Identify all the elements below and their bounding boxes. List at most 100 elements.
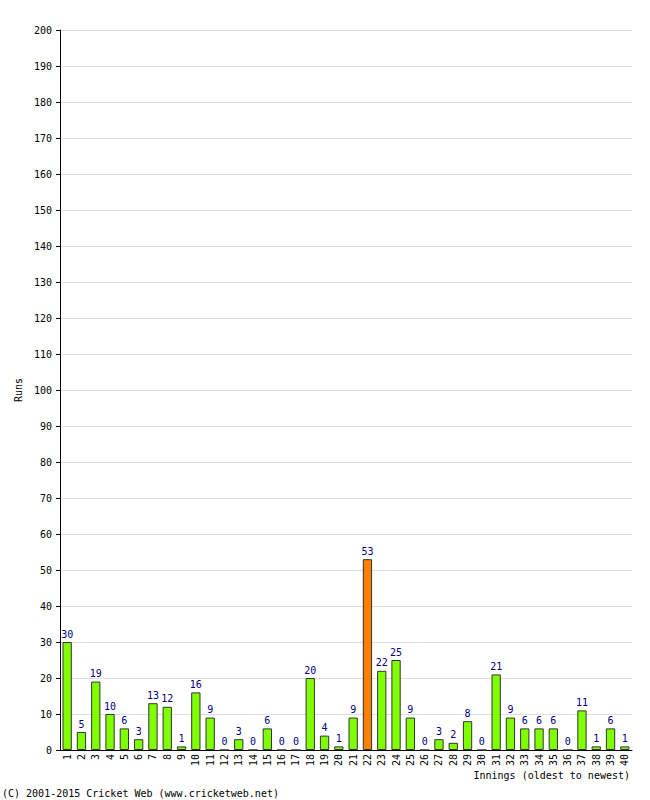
svg-text:15: 15 (262, 754, 273, 766)
svg-text:30: 30 (40, 637, 52, 648)
svg-text:9: 9 (407, 704, 413, 715)
svg-text:22: 22 (376, 657, 388, 668)
svg-text:23: 23 (376, 754, 387, 766)
svg-text:150: 150 (34, 205, 52, 216)
svg-text:(C) 2001-2015 Cricket Web (www: (C) 2001-2015 Cricket Web (www.cricketwe… (2, 788, 279, 799)
svg-text:33: 33 (519, 754, 530, 766)
svg-text:0: 0 (293, 736, 299, 747)
svg-text:4: 4 (105, 754, 116, 760)
svg-text:200: 200 (34, 25, 52, 36)
svg-text:3: 3 (236, 726, 242, 737)
svg-text:5: 5 (78, 719, 84, 730)
svg-text:10: 10 (40, 709, 52, 720)
svg-text:17: 17 (290, 754, 301, 766)
svg-text:29: 29 (462, 754, 473, 766)
svg-text:11: 11 (205, 754, 216, 766)
svg-text:0: 0 (422, 736, 428, 747)
svg-text:18: 18 (305, 754, 316, 766)
svg-text:20: 20 (40, 673, 52, 684)
svg-text:21: 21 (490, 661, 502, 672)
svg-text:19: 19 (90, 668, 102, 679)
svg-text:11: 11 (576, 697, 588, 708)
svg-text:9: 9 (176, 754, 187, 760)
svg-text:50: 50 (40, 565, 52, 576)
svg-text:19: 19 (319, 754, 330, 766)
svg-text:8: 8 (465, 708, 471, 719)
svg-text:6: 6 (536, 715, 542, 726)
svg-text:110: 110 (34, 349, 52, 360)
svg-text:25: 25 (405, 754, 416, 766)
svg-text:1: 1 (62, 754, 73, 760)
svg-text:130: 130 (34, 277, 52, 288)
svg-text:9: 9 (350, 704, 356, 715)
svg-text:36: 36 (562, 754, 573, 766)
svg-text:13: 13 (147, 690, 159, 701)
svg-text:0: 0 (250, 736, 256, 747)
svg-text:16: 16 (190, 679, 202, 690)
svg-text:31: 31 (491, 754, 502, 766)
svg-text:9: 9 (207, 704, 213, 715)
svg-text:20: 20 (304, 665, 316, 676)
svg-text:2: 2 (450, 729, 456, 740)
svg-text:14: 14 (248, 754, 259, 766)
svg-text:16: 16 (276, 754, 287, 766)
svg-text:100: 100 (34, 385, 52, 396)
svg-text:1: 1 (336, 733, 342, 744)
svg-text:30: 30 (61, 629, 73, 640)
svg-text:3: 3 (436, 726, 442, 737)
svg-text:21: 21 (348, 754, 359, 766)
svg-text:8: 8 (162, 754, 173, 760)
svg-text:53: 53 (361, 546, 373, 557)
svg-text:6: 6 (121, 715, 127, 726)
svg-text:12: 12 (219, 754, 230, 766)
svg-text:120: 120 (34, 313, 52, 324)
svg-text:80: 80 (40, 457, 52, 468)
svg-text:180: 180 (34, 97, 52, 108)
svg-text:40: 40 (619, 754, 630, 766)
svg-text:27: 27 (433, 754, 444, 766)
svg-text:60: 60 (40, 529, 52, 540)
svg-text:0: 0 (46, 745, 52, 756)
svg-text:39: 39 (605, 754, 616, 766)
svg-text:12: 12 (161, 693, 173, 704)
svg-text:90: 90 (40, 421, 52, 432)
svg-text:4: 4 (322, 722, 328, 733)
svg-text:6: 6 (608, 715, 614, 726)
svg-text:30: 30 (476, 754, 487, 766)
svg-text:2: 2 (76, 754, 87, 760)
svg-text:10: 10 (104, 701, 116, 712)
svg-text:22: 22 (362, 754, 373, 766)
svg-text:35: 35 (548, 754, 559, 766)
svg-text:1: 1 (593, 733, 599, 744)
svg-text:28: 28 (448, 754, 459, 766)
svg-text:25: 25 (390, 647, 402, 658)
svg-text:9: 9 (507, 704, 513, 715)
svg-text:5: 5 (119, 754, 130, 760)
svg-text:7: 7 (147, 754, 158, 760)
svg-text:6: 6 (550, 715, 556, 726)
svg-text:0: 0 (479, 736, 485, 747)
svg-text:13: 13 (233, 754, 244, 766)
svg-text:10: 10 (190, 754, 201, 766)
svg-text:1: 1 (622, 733, 628, 744)
svg-text:0: 0 (221, 736, 227, 747)
svg-text:3: 3 (90, 754, 101, 760)
svg-text:0: 0 (279, 736, 285, 747)
svg-text:6: 6 (522, 715, 528, 726)
svg-text:70: 70 (40, 493, 52, 504)
svg-text:40: 40 (40, 601, 52, 612)
svg-text:170: 170 (34, 133, 52, 144)
svg-text:0: 0 (565, 736, 571, 747)
svg-text:Runs: Runs (13, 378, 24, 402)
svg-text:160: 160 (34, 169, 52, 180)
svg-text:26: 26 (419, 754, 430, 766)
svg-text:140: 140 (34, 241, 52, 252)
svg-text:6: 6 (264, 715, 270, 726)
svg-text:37: 37 (576, 754, 587, 766)
svg-text:24: 24 (391, 754, 402, 766)
svg-text:190: 190 (34, 61, 52, 72)
svg-text:20: 20 (333, 754, 344, 766)
svg-text:Innings (oldest to newest): Innings (oldest to newest) (473, 770, 630, 781)
svg-text:3: 3 (136, 726, 142, 737)
svg-text:6: 6 (133, 754, 144, 760)
